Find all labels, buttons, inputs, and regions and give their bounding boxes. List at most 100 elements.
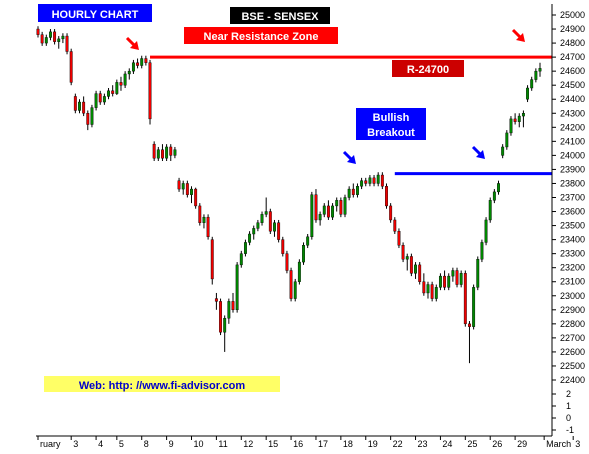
candle-body (131, 62, 135, 72)
candle-body (310, 194, 314, 238)
candle-body (210, 239, 214, 280)
y-tick-label: 23200 (560, 263, 585, 273)
x-tick-label: 22 (393, 439, 403, 449)
red-arrow-left (125, 36, 139, 50)
x-tick-label: 11 (218, 439, 227, 449)
candle-body (372, 177, 376, 184)
blue-arrow-right (471, 145, 485, 159)
candle-body (443, 275, 447, 288)
candle-body (61, 35, 65, 40)
candle-body (455, 270, 459, 285)
x-tick-label: ruary (40, 439, 61, 449)
candle-body (393, 219, 397, 232)
blue-arrow-left (342, 150, 356, 164)
candle-body (306, 236, 310, 246)
candle-body (447, 275, 451, 288)
x-tick-label: 10 (194, 439, 204, 449)
candle-body (239, 253, 243, 266)
candle-body (513, 118, 517, 122)
candle-body (538, 68, 542, 72)
x-tick-label: March (546, 439, 571, 449)
candle-body (293, 281, 297, 299)
candle-body (497, 183, 500, 193)
candle-body (501, 146, 505, 156)
candle-body (268, 211, 272, 232)
candle-body (521, 113, 525, 117)
breakout-box (356, 108, 426, 140)
candle-body (57, 38, 61, 42)
candle-body (376, 174, 380, 184)
resistance-zone-box (184, 27, 338, 44)
y-tick-label: 2 (566, 389, 571, 399)
y-tick-label: 22400 (560, 375, 585, 385)
candle-body (136, 62, 140, 66)
candle-body (422, 281, 426, 294)
candle-body (526, 87, 529, 100)
candle-body (343, 197, 347, 215)
web-box (44, 376, 280, 392)
candle-body (202, 216, 206, 223)
candle-body (438, 275, 442, 288)
web-label: Web: http: //www.fi-advisor.com (79, 380, 245, 392)
x-tick-label: 3 (73, 439, 78, 449)
candle-body (517, 115, 521, 122)
candle-body (127, 70, 131, 75)
x-tick-label: 25 (467, 439, 477, 449)
candle-body (418, 264, 422, 282)
y-tick-label: 24100 (560, 136, 585, 146)
y-tick-label: 23400 (560, 235, 585, 245)
candle-body (243, 242, 247, 254)
x-tick-label: 19 (368, 439, 378, 449)
chart-title: BSE - SENSEX (241, 11, 319, 23)
candle-body (214, 298, 218, 302)
x-tick-label: 12 (243, 439, 253, 449)
candle-body (73, 96, 77, 111)
candle-body (161, 149, 164, 159)
candle-body (65, 35, 69, 52)
candle-body (281, 239, 285, 254)
candle-body (40, 34, 44, 44)
y-tick-label: 24300 (560, 108, 585, 118)
candle-body (389, 205, 393, 221)
candle-body (49, 31, 52, 38)
y-tick-label: 23500 (560, 221, 585, 231)
candle-body (364, 180, 368, 184)
candle-body (534, 70, 538, 80)
candle-body (468, 323, 471, 327)
candle-body (356, 186, 359, 195)
candle-body (397, 230, 401, 246)
x-tick-label: 29 (517, 439, 527, 449)
candle-body (231, 301, 235, 311)
breakout-label-line1: Bullish (373, 112, 410, 124)
x-tick-label: 17 (318, 439, 328, 449)
x-tick-label: 5 (119, 439, 124, 449)
y-tick-label: 23900 (560, 164, 585, 174)
candle-body (53, 31, 57, 42)
candle-body (405, 256, 409, 260)
candle-body (264, 211, 268, 215)
candle-body (36, 28, 40, 35)
candle-body (123, 73, 127, 86)
y-tick-label: 23100 (560, 277, 585, 287)
y-tick-label: 22600 (560, 347, 585, 357)
y-tick-label: 22800 (560, 319, 585, 329)
y-tick-label: 24800 (560, 38, 585, 48)
candle-body (314, 194, 318, 221)
candle-body (227, 301, 231, 319)
candle-body (94, 93, 98, 108)
candle-body (289, 270, 293, 299)
candle-body (190, 188, 193, 195)
candle-body (165, 146, 169, 159)
candle-body (156, 149, 160, 159)
candle-body (322, 205, 326, 215)
candle-body (111, 90, 115, 94)
candle-body (185, 183, 189, 195)
y-tick-label: 22500 (560, 361, 585, 371)
candle-body (492, 191, 496, 201)
candle-body (152, 143, 156, 159)
candle-body (223, 318, 227, 333)
y-tick-label: 23800 (560, 178, 585, 188)
y-tick-label: 24500 (560, 80, 585, 90)
candle-body (260, 214, 264, 223)
